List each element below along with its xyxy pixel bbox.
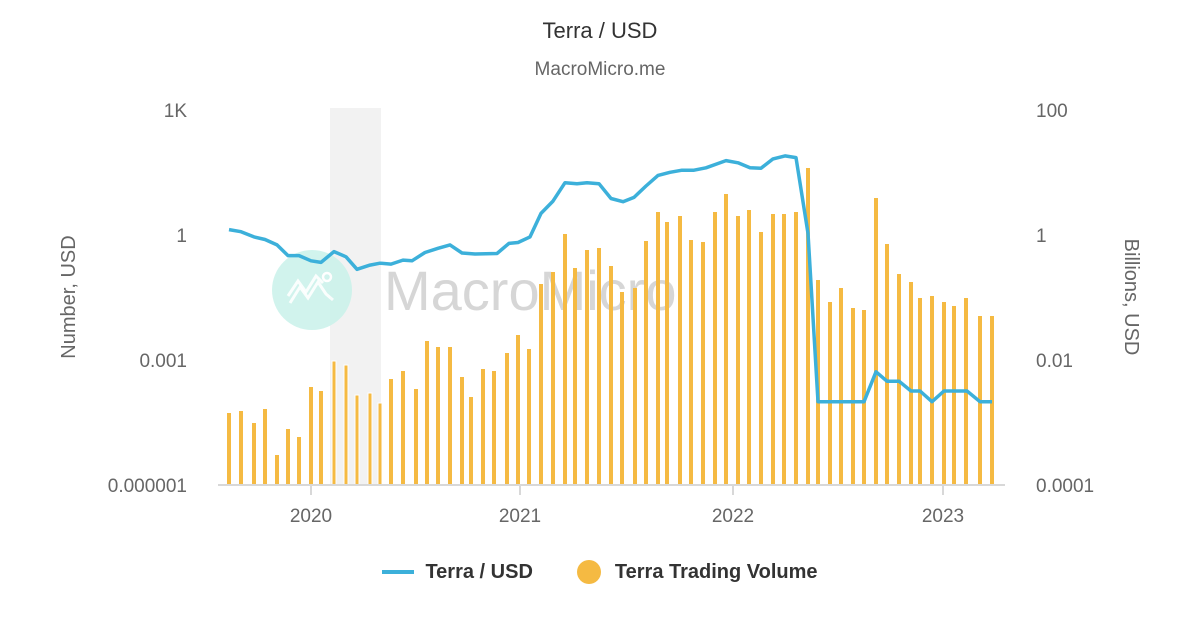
volume-bar[interactable]: [942, 302, 946, 485]
legend-item-trading-volume[interactable]: Terra Trading Volume: [533, 560, 818, 584]
volume-bar[interactable]: [689, 240, 693, 485]
volume-bar[interactable]: [839, 288, 843, 485]
volume-bar[interactable]: [414, 389, 418, 485]
volume-bar[interactable]: [527, 349, 531, 485]
y-right-tick-0.0001: 0.0001: [1036, 476, 1094, 497]
volume-bar[interactable]: [656, 212, 660, 485]
y-right-tick-1: 1: [1036, 226, 1047, 247]
volume-bar[interactable]: [678, 216, 682, 485]
volume-bar[interactable]: [782, 214, 786, 485]
volume-bar[interactable]: [794, 212, 798, 485]
y-right-tick-0.01: 0.01: [1036, 351, 1073, 372]
line-marker-icon: [382, 570, 415, 574]
volume-bar[interactable]: [585, 250, 589, 485]
volume-bar[interactable]: [771, 214, 775, 485]
volume-bar[interactable]: [851, 308, 855, 485]
volume-bar[interactable]: [952, 306, 956, 485]
volume-bar[interactable]: [227, 413, 231, 485]
volume-bar[interactable]: [389, 379, 393, 485]
y-left-tick-1: 1: [176, 226, 187, 247]
legend-item-terra-usd[interactable]: Terra / USD: [382, 560, 533, 584]
volume-bar[interactable]: [736, 216, 740, 485]
volume-bar[interactable]: [747, 210, 751, 485]
volume-bar[interactable]: [469, 397, 473, 485]
watermark: MacroMicro: [272, 250, 676, 330]
volume-bar[interactable]: [806, 168, 810, 485]
volume-bar[interactable]: [644, 241, 648, 485]
volume-bar[interactable]: [597, 248, 601, 485]
price-line: [228, 154, 992, 404]
volume-bar[interactable]: [713, 212, 717, 485]
legend: Terra / USD Terra Trading Volume: [0, 560, 1200, 584]
volume-bar[interactable]: [436, 347, 440, 485]
volume-bar[interactable]: [885, 244, 889, 485]
volume-bar[interactable]: [263, 409, 267, 485]
volume-bar[interactable]: [239, 411, 243, 485]
volume-bar[interactable]: [874, 198, 878, 485]
volume-bar[interactable]: [665, 222, 669, 485]
volume-bar[interactable]: [297, 437, 301, 485]
y-right-tick-100: 100: [1036, 101, 1068, 122]
y-left-tick-1k: 1K: [164, 101, 188, 122]
legend-label: Terra Trading Volume: [614, 560, 818, 583]
volume-bar[interactable]: [448, 347, 452, 485]
y-right-axis-title: Billions, USD: [1120, 239, 1142, 356]
volume-bar[interactable]: [909, 282, 913, 485]
volume-bar[interactable]: [319, 391, 323, 485]
x-tick-2020: 2020: [290, 506, 332, 527]
x-tick-2022: 2022: [712, 506, 754, 527]
volume-bar[interactable]: [401, 371, 405, 485]
volume-bar[interactable]: [724, 194, 728, 485]
volume-bar[interactable]: [573, 268, 577, 485]
x-tick-2021: 2021: [499, 506, 541, 527]
volume-bar[interactable]: [620, 292, 624, 485]
volume-bar[interactable]: [539, 284, 543, 485]
volume-bar[interactable]: [609, 266, 613, 485]
volume-bar[interactable]: [275, 455, 279, 485]
watermark-text: MacroMicro: [384, 259, 676, 322]
volume-bar[interactable]: [354, 394, 360, 486]
volume-bar[interactable]: [701, 242, 705, 485]
volume-bar[interactable]: [425, 341, 429, 485]
volume-bar[interactable]: [460, 377, 464, 485]
volume-bar[interactable]: [633, 288, 637, 485]
volume-bar[interactable]: [377, 402, 383, 486]
volume-bar[interactable]: [367, 392, 373, 486]
chart-subtitle: MacroMicro.me: [534, 59, 666, 80]
y-left-tick-0.000001: 0.000001: [108, 476, 187, 497]
volume-bar[interactable]: [309, 387, 313, 485]
volume-bar[interactable]: [343, 364, 349, 486]
volume-bar[interactable]: [759, 232, 763, 485]
legend-label: Terra / USD: [425, 560, 533, 583]
volume-bar[interactable]: [492, 371, 496, 485]
volume-bar[interactable]: [331, 360, 337, 486]
volume-bar[interactable]: [481, 369, 485, 485]
volume-bar[interactable]: [516, 335, 520, 485]
chart-title: Terra / USD: [542, 18, 658, 43]
volume-bar[interactable]: [930, 296, 934, 485]
volume-bar[interactable]: [551, 272, 555, 485]
y-left-axis-title: Number, USD: [58, 235, 80, 358]
volume-bar[interactable]: [286, 429, 290, 485]
y-left-tick-0.001: 0.001: [139, 351, 187, 372]
circle-marker-icon: [576, 560, 601, 584]
x-tick-2023: 2023: [922, 506, 964, 527]
volume-bar[interactable]: [252, 423, 256, 485]
volume-bar[interactable]: [563, 234, 567, 485]
volume-bar[interactable]: [828, 302, 832, 485]
volume-bar[interactable]: [505, 353, 509, 485]
